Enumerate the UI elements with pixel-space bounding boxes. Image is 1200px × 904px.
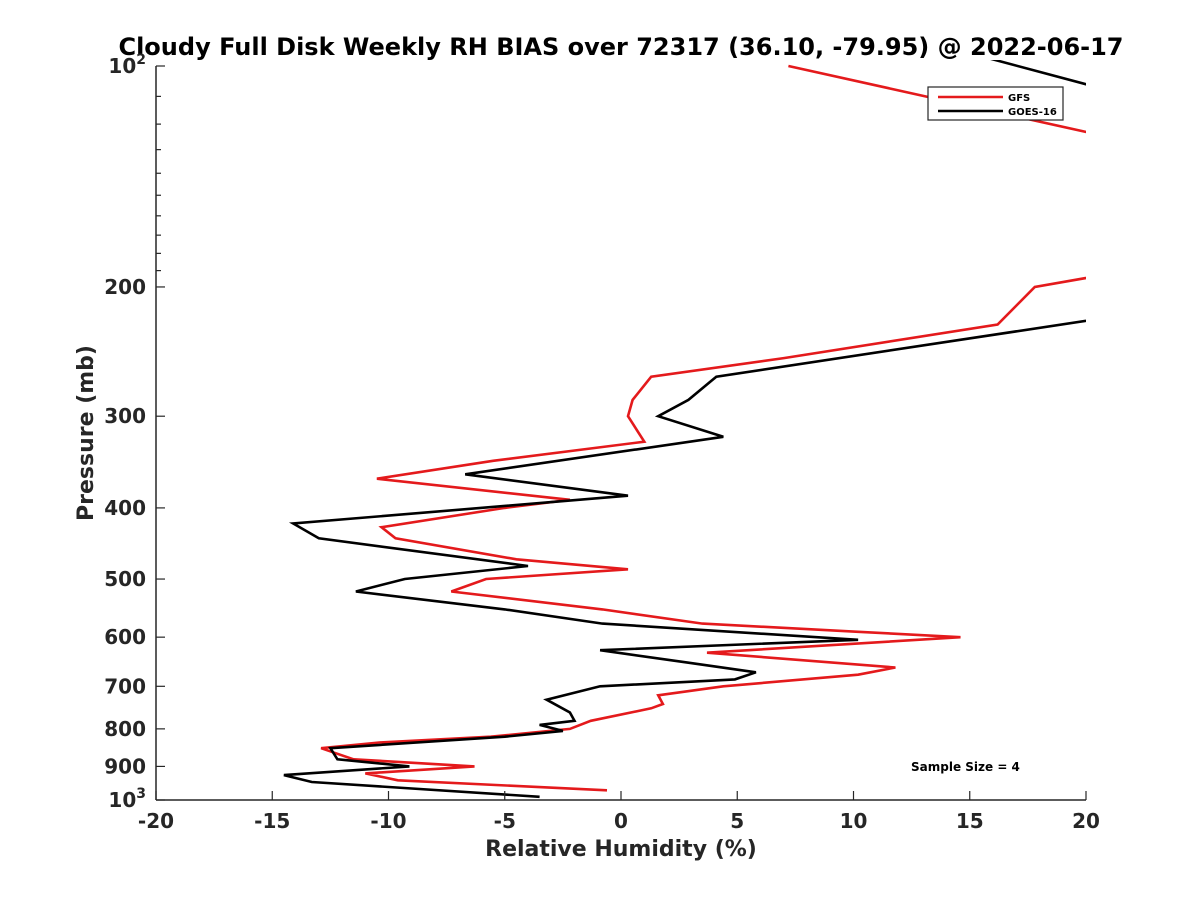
y-axis-ticks: 102 200 300 400 500 600 700 800 900 103 bbox=[104, 52, 165, 812]
series-line-gfs bbox=[320, 64, 1086, 792]
x-tick-label: 20 bbox=[1072, 809, 1100, 833]
legend-label-goes16: GOES-16 bbox=[1008, 107, 1057, 118]
y-tick-label: 200 bbox=[104, 275, 146, 299]
x-axis-ticks: -20 -15 -10 -5 0 5 10 15 20 bbox=[138, 791, 1100, 833]
y-tick-label: 103 bbox=[108, 786, 146, 812]
y-tick-label: 102 bbox=[108, 52, 146, 78]
plot-area bbox=[156, 66, 1086, 800]
series-line-goes16 bbox=[283, 60, 1086, 799]
x-tick-label: 5 bbox=[730, 809, 744, 833]
series-layer bbox=[283, 60, 1086, 799]
x-tick-label: -10 bbox=[370, 809, 406, 833]
legend-box bbox=[927, 86, 1064, 121]
sample-size-annotation: Sample Size = 4 bbox=[911, 760, 1020, 774]
y-tick-label: 800 bbox=[104, 717, 146, 741]
x-tick-label: -20 bbox=[138, 809, 174, 833]
x-tick-label: -5 bbox=[494, 809, 516, 833]
chart-title: Cloudy Full Disk Weekly RH BIAS over 723… bbox=[118, 33, 1123, 61]
y-tick-label: 300 bbox=[104, 404, 146, 428]
x-tick-label: 0 bbox=[614, 809, 628, 833]
x-tick-label: 15 bbox=[956, 809, 984, 833]
x-axis-label: Relative Humidity (%) bbox=[485, 837, 757, 862]
y-tick-label: 600 bbox=[104, 625, 146, 649]
y-tick-label: 900 bbox=[104, 754, 146, 778]
y-tick-label: 700 bbox=[104, 674, 146, 698]
y-tick-label: 500 bbox=[104, 567, 146, 591]
x-tick-label: 10 bbox=[840, 809, 868, 833]
legend: GFS GOES-16 bbox=[927, 86, 1064, 121]
y-axis-label: Pressure (mb) bbox=[74, 345, 99, 521]
legend-label-gfs: GFS bbox=[1008, 93, 1030, 104]
x-tick-label: -15 bbox=[254, 809, 290, 833]
y-tick-label: 400 bbox=[104, 496, 146, 520]
